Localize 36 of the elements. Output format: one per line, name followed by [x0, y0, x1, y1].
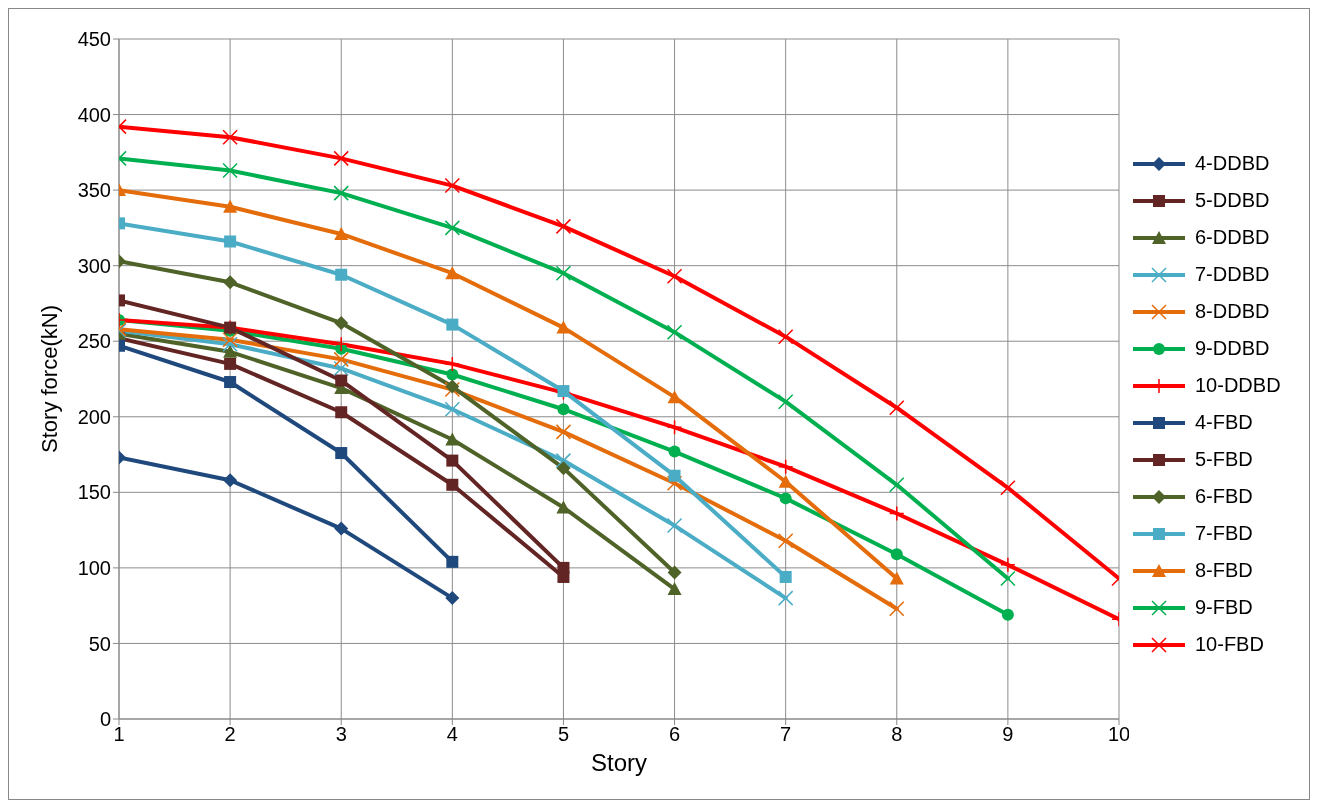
legend-label: 4-DDBD	[1195, 152, 1270, 175]
legend-label: 10-DDBD	[1195, 374, 1281, 397]
x-axis-title: Story	[590, 749, 648, 776]
y-tick-label: 350	[77, 179, 111, 202]
legend-label: 5-DDBD	[1195, 189, 1270, 212]
y-axis-title: Story force(kN)	[36, 305, 62, 453]
legend-label: 7-DDBD	[1195, 263, 1270, 286]
x-tick-label: 3	[335, 723, 347, 746]
legend-label: 5-FBD	[1195, 448, 1253, 471]
x-tick-label: 2	[224, 723, 236, 746]
legend-label: 10-FBD	[1195, 633, 1264, 656]
legend-label: 7-FBD	[1195, 522, 1253, 545]
legend-label: 6-FBD	[1195, 485, 1253, 508]
legend-label: 6-DDBD	[1195, 226, 1270, 249]
x-tick-label: 9	[1002, 723, 1014, 746]
x-tick-label: 7	[780, 723, 792, 746]
y-tick-label: 50	[88, 632, 111, 655]
y-tick-label: 200	[77, 405, 111, 428]
x-tick-label: 6	[668, 723, 681, 746]
legend-label: 4-FBD	[1195, 411, 1253, 434]
legend-label: 9-FBD	[1195, 596, 1253, 619]
x-tick-label: 10	[1107, 723, 1131, 746]
legend-label: 9-DDBD	[1195, 337, 1270, 360]
legend-label: 8-FBD	[1195, 559, 1253, 582]
y-tick-label: 100	[77, 556, 111, 579]
legend-label: 8-DDBD	[1195, 300, 1270, 323]
y-tick-label: 300	[77, 254, 111, 277]
y-tick-label: 0	[99, 708, 111, 731]
y-tick-label: 450	[77, 28, 111, 51]
y-tick-label: 250	[77, 330, 111, 353]
x-tick-label: 1	[113, 723, 125, 746]
x-tick-label: 5	[557, 723, 570, 746]
x-tick-label: 8	[891, 723, 903, 746]
y-tick-label: 150	[77, 481, 111, 504]
y-tick-label: 400	[77, 103, 111, 126]
x-tick-label: 4	[446, 723, 458, 746]
